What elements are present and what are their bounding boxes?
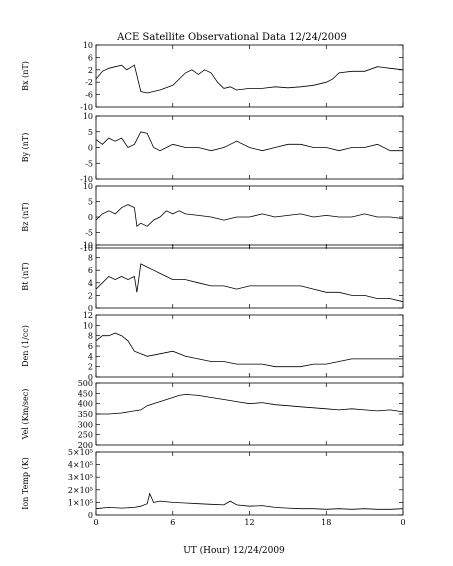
- panel-4: 10 8 6 4 2 0 Bt (nT): [21, 241, 404, 313]
- y-tick-label: 450: [78, 389, 93, 398]
- y-tick-label: 2: [88, 363, 93, 372]
- figure-title: ACE Satellite Observational Data 12/24/2…: [116, 32, 347, 43]
- y-tick-label: 0: [88, 213, 93, 222]
- x-tick-label: 0: [400, 518, 405, 527]
- x-tick-label: 6: [170, 518, 175, 527]
- y-tick-label: 6: [88, 342, 93, 351]
- y-tick-label: 8: [88, 332, 93, 341]
- panel-frame: [95, 244, 404, 309]
- panel-2: 10 5 0 -5 -10 By (nT): [21, 112, 404, 184]
- y-tick-label: 0: [88, 511, 93, 520]
- y-tick-label: 3×10⁵: [68, 473, 93, 482]
- y-tick-label: -5: [85, 229, 93, 238]
- series-line: [95, 492, 404, 510]
- y-tick-label: 1×10⁵: [68, 498, 93, 507]
- y-tick-label: 10: [83, 182, 93, 191]
- panel-frame: [95, 44, 404, 108]
- x-axis: 0 6 12 18 0: [93, 518, 405, 527]
- y-tick-label: -5: [85, 159, 93, 168]
- series-line: [95, 204, 404, 228]
- x-tick-label: 12: [244, 518, 254, 527]
- y-tick-label: 300: [78, 420, 93, 429]
- y-tick-label: 12: [83, 311, 93, 320]
- y-axis-label: By (nT): [21, 133, 30, 163]
- y-tick-label: 0: [88, 304, 93, 313]
- y-tick-label: 4: [88, 279, 93, 288]
- y-tick-label: 0: [88, 373, 93, 382]
- y-axis-label: Bz (nT): [21, 202, 30, 231]
- y-tick-label: -10: [80, 103, 93, 112]
- y-tick-label: 400: [78, 400, 93, 409]
- y-tick-label: 4×10⁵: [68, 461, 93, 470]
- panel-3: 10 5 0 -5 -10 Bz (nT): [21, 182, 404, 253]
- y-axis-label: Den (1/cc): [21, 325, 30, 367]
- series-line: [95, 64, 404, 94]
- y-tick-label: -6: [85, 91, 93, 100]
- panel-7: 5×10⁵ 4×10⁵ 3×10⁵ 2×10⁵ 1×10⁵ 0 Ion Temp (K): [21, 448, 404, 520]
- y-tick-label: 4: [88, 352, 93, 361]
- y-axis-label: Ion Temp (K): [21, 457, 30, 510]
- y-tick-label: 5: [88, 128, 93, 137]
- y-tick-label: -10: [80, 175, 93, 184]
- y-tick-label: 6: [88, 266, 93, 275]
- series-line: [95, 332, 403, 368]
- panels: 10 6 2 -2 -6 -10 Bx (nT) 10 5 0 -5 -10 By (nT) 10 5 0 -5…: [21, 41, 404, 520]
- y-tick-label: 8: [88, 254, 93, 263]
- y-axis-label: Vel (Km/sec): [21, 389, 30, 441]
- series-line: [96, 393, 404, 415]
- y-tick-label: 6: [88, 53, 93, 62]
- y-axis-label: Bx (nT): [21, 61, 30, 91]
- y-tick-label: 200: [78, 441, 93, 450]
- panel-frame: [95, 382, 404, 446]
- y-tick-label: 5: [88, 198, 93, 207]
- x-axis-label: UT (Hour) 12/24/2009: [183, 545, 285, 556]
- y-tick-label: 500: [78, 379, 93, 388]
- y-tick-label: -2: [85, 78, 93, 87]
- y-tick-label: 2×10⁵: [68, 486, 93, 495]
- y-tick-label: 2: [88, 66, 93, 75]
- series-line: [95, 263, 404, 303]
- y-tick-label: 10: [83, 112, 93, 121]
- panel-frame: [95, 314, 404, 378]
- panel-1: 10 6 2 -2 -6 -10 Bx (nT): [21, 41, 404, 112]
- series-line: [95, 131, 403, 152]
- y-tick-label: 10: [83, 41, 93, 50]
- y-tick-label: 250: [78, 431, 93, 440]
- y-tick-label: -10: [80, 244, 93, 253]
- y-tick-label: 2: [88, 291, 93, 300]
- y-tick-label: 0: [88, 144, 93, 153]
- x-tick-label: 0: [93, 518, 98, 527]
- y-tick-label: 10: [83, 321, 93, 330]
- y-tick-label: 5×10⁵: [68, 448, 93, 457]
- x-tick-label: 18: [321, 518, 331, 527]
- y-tick-label: 350: [78, 410, 93, 419]
- y-axis-label: Bt (nT): [21, 262, 30, 290]
- y-tick-label: 10: [83, 241, 93, 250]
